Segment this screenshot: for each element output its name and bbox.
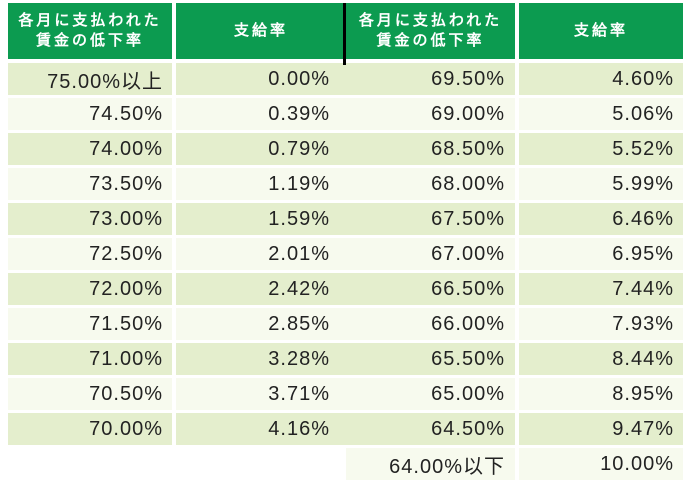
table-row: 73.50% 1.19% 68.00% 5.99% — [8, 168, 683, 200]
table-row: 70.50% 3.71% 65.00% 8.95% — [8, 378, 683, 410]
right-rate-cell: 5.06% — [519, 98, 683, 130]
right-decrease-cell: 68.00% — [346, 168, 515, 200]
left-decrease-cell: 71.50% — [8, 308, 172, 340]
right-rate-cell: 5.99% — [519, 168, 683, 200]
left-rate-cell: 0.39% — [176, 98, 346, 130]
table-row: 72.00% 2.42% 66.50% 7.44% — [8, 273, 683, 305]
right-rate-cell: 9.47% — [519, 413, 683, 445]
header-decrease-right: 各月に支払われた 賃金の低下率 — [346, 3, 515, 59]
table-header: 各月に支払われた 賃金の低下率 支給率 各月に支払われた 賃金の低下率 支給率 — [8, 3, 683, 59]
right-decrease-cell: 64.50% — [346, 413, 515, 445]
table-body: 75.00%以上 0.00% 69.50% 4.60% 74.50% 0.39%… — [8, 63, 683, 480]
table-row: 72.50% 2.01% 67.00% 6.95% — [8, 238, 683, 270]
right-rate-cell: 6.46% — [519, 203, 683, 235]
left-decrease-cell: 74.50% — [8, 98, 172, 130]
left-decrease-cell: 70.50% — [8, 378, 172, 410]
right-decrease-cell: 67.00% — [346, 238, 515, 270]
left-decrease-cell: 72.00% — [8, 273, 172, 305]
header-decrease-right-line2: 賃金の低下率 — [376, 32, 485, 49]
right-decrease-cell: 69.00% — [346, 98, 515, 130]
right-decrease-cell: 68.50% — [346, 133, 515, 165]
header-rate-right: 支給率 — [519, 3, 683, 59]
header-rate-left: 支給率 — [176, 3, 346, 59]
header-rate-right-label: 支給率 — [573, 22, 628, 40]
left-rate-cell: 2.01% — [176, 238, 346, 270]
header-decrease-left: 各月に支払われた 賃金の低下率 — [8, 3, 172, 59]
table-row: 71.00% 3.28% 65.50% 8.44% — [8, 343, 683, 375]
table-row: 74.50% 0.39% 69.00% 5.06% — [8, 98, 683, 130]
left-rate-cell: 1.59% — [176, 203, 346, 235]
left-rate-cell: 2.42% — [176, 273, 346, 305]
right-rate-cell: 7.44% — [519, 273, 683, 305]
table-row: 71.50% 2.85% 66.00% 7.93% — [8, 308, 683, 340]
header-rate-left-label: 支給率 — [233, 22, 288, 40]
right-decrease-cell: 65.50% — [346, 343, 515, 375]
table-row: 74.00% 0.79% 68.50% 5.52% — [8, 133, 683, 165]
left-decrease-cell: 75.00%以上 — [8, 63, 172, 95]
left-decrease-cell — [8, 448, 172, 480]
left-decrease-cell: 74.00% — [8, 133, 172, 165]
table-row: 75.00%以上 0.00% 69.50% 4.60% — [8, 63, 683, 95]
left-rate-cell — [176, 448, 346, 480]
header-decrease-right-line1: 各月に支払われた — [358, 12, 503, 30]
header-decrease-left-line1: 各月に支払われた — [18, 12, 162, 30]
right-decrease-cell: 66.00% — [346, 308, 515, 340]
table-half-divider-line — [343, 3, 346, 65]
right-decrease-cell: 69.50% — [346, 63, 515, 95]
table-row: 73.00% 1.59% 67.50% 6.46% — [8, 203, 683, 235]
right-rate-cell: 10.00% — [519, 448, 683, 480]
left-decrease-cell: 72.50% — [8, 238, 172, 270]
table-row: 64.00%以下 10.00% — [8, 448, 683, 480]
left-rate-cell: 0.79% — [176, 133, 346, 165]
right-decrease-cell: 64.00%以下 — [346, 448, 515, 480]
table-row: 70.00% 4.16% 64.50% 9.47% — [8, 413, 683, 445]
right-rate-cell: 5.52% — [519, 133, 683, 165]
left-decrease-cell: 73.00% — [8, 203, 172, 235]
right-rate-cell: 8.95% — [519, 378, 683, 410]
left-decrease-cell: 70.00% — [8, 413, 172, 445]
left-rate-cell: 4.16% — [176, 413, 346, 445]
right-decrease-cell: 66.50% — [346, 273, 515, 305]
left-decrease-cell: 71.00% — [8, 343, 172, 375]
left-rate-cell: 2.85% — [176, 308, 346, 340]
header-decrease-left-line2: 賃金の低下率 — [35, 32, 144, 49]
left-rate-cell: 1.19% — [176, 168, 346, 200]
left-rate-cell: 0.00% — [176, 63, 346, 95]
left-rate-cell: 3.28% — [176, 343, 346, 375]
left-rate-cell: 3.71% — [176, 378, 346, 410]
right-decrease-cell: 67.50% — [346, 203, 515, 235]
left-decrease-cell: 73.50% — [8, 168, 172, 200]
right-decrease-cell: 65.00% — [346, 378, 515, 410]
right-rate-cell: 4.60% — [519, 63, 683, 95]
right-rate-cell: 7.93% — [519, 308, 683, 340]
right-rate-cell: 6.95% — [519, 238, 683, 270]
right-rate-cell: 8.44% — [519, 343, 683, 375]
rates-table: 各月に支払われた 賃金の低下率 支給率 各月に支払われた 賃金の低下率 支給率 … — [8, 3, 683, 480]
